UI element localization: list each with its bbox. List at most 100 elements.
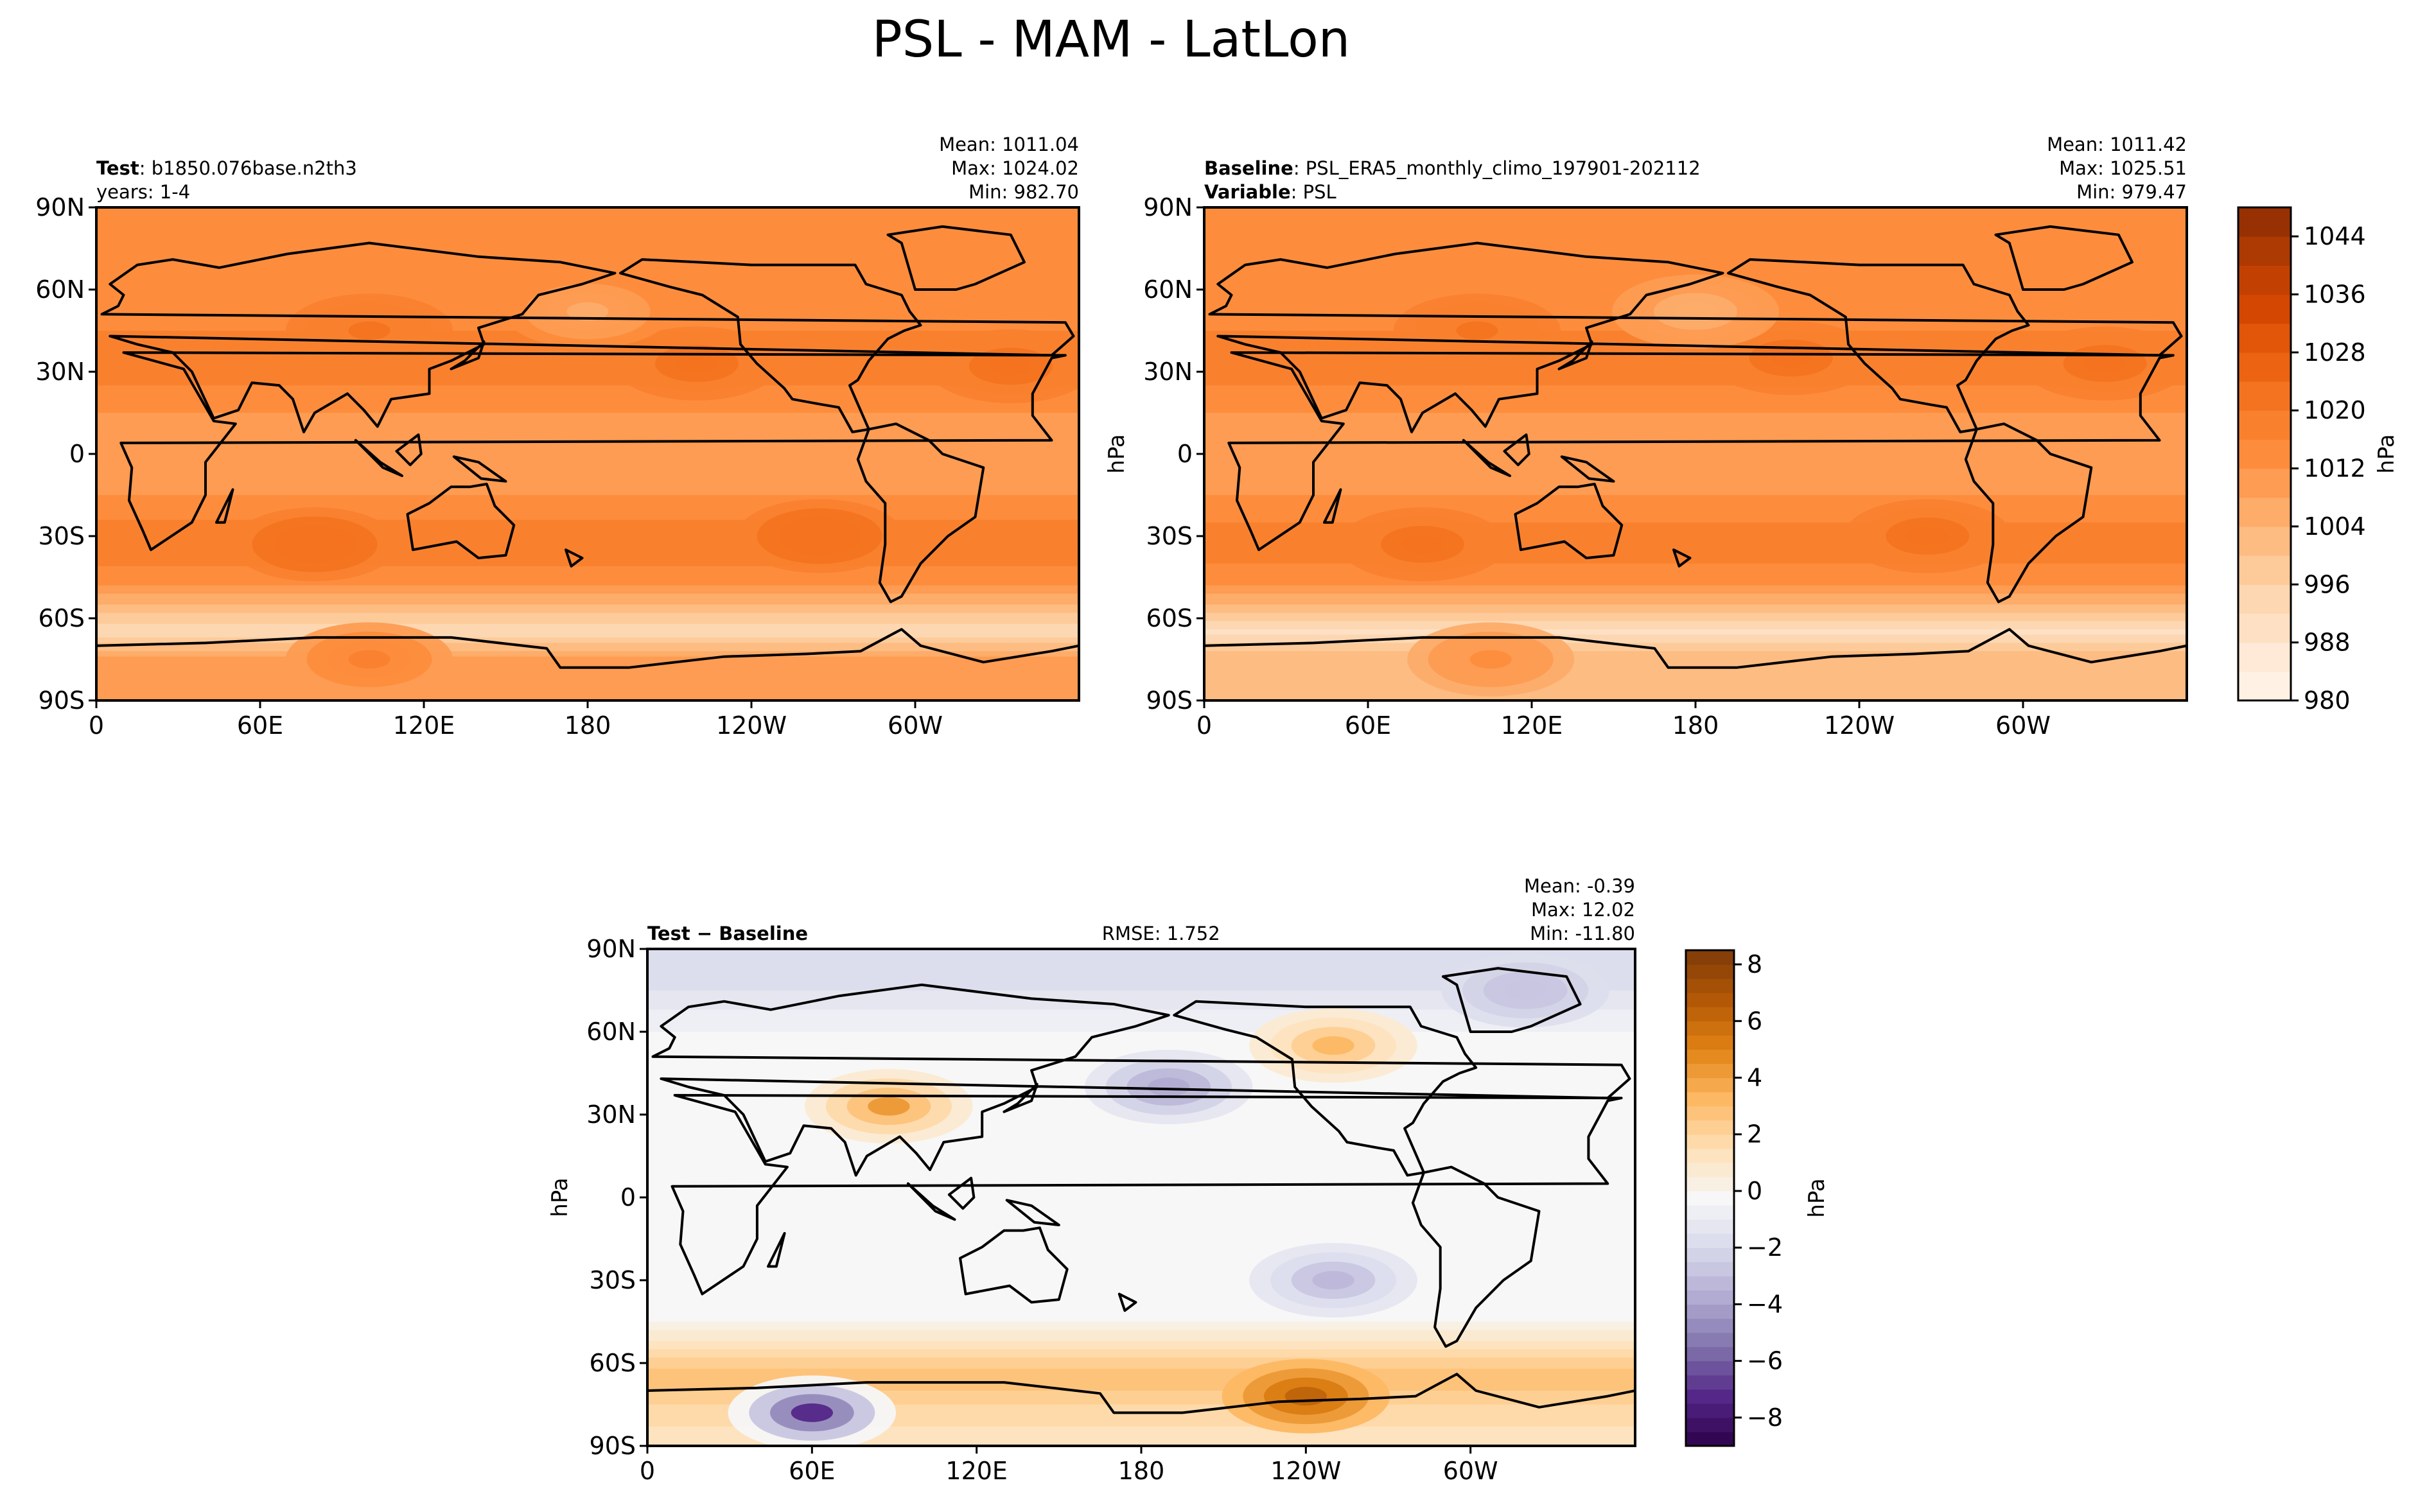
band [1204,681,2187,685]
band [647,1443,1635,1446]
band [1204,536,2187,540]
band [1204,591,2187,595]
header-text: years: 1-4 [96,181,190,203]
band [1204,360,2187,365]
colorbar-level [1686,1304,1734,1319]
band [647,1032,1635,1036]
band [1204,495,2187,499]
feature-contour [990,357,1032,376]
coastline [767,1231,786,1268]
band [647,1175,1635,1179]
lon-tick-label: 60W [888,711,943,740]
band [1204,377,2187,381]
band [96,580,1079,584]
header-rmse: RMSE: 1.752 [1102,923,1220,944]
band [96,210,1079,214]
band [647,1407,1635,1411]
coastlines [1204,225,2187,700]
panel-ylabel: hPa [1104,434,1130,473]
colorbar-level [1686,1205,1734,1220]
colorbar-frame [1685,949,1735,1447]
band [647,1438,1635,1441]
colorbar-tick-label: 996 [2304,570,2351,598]
coastlines [647,967,1635,1446]
band [647,1244,1635,1248]
band [96,431,1079,436]
feature-contour [1148,1077,1190,1097]
header-stat: Min: 982.70 [968,181,1079,203]
band [96,662,1079,666]
band [1204,369,2187,373]
feature-contour [1312,1036,1354,1056]
band [1204,418,2187,422]
coastline [1117,1292,1137,1312]
band [647,1396,1635,1400]
band [1204,251,2187,255]
band [96,670,1079,674]
band [647,979,1635,983]
band [96,522,1079,526]
band [96,366,1079,370]
band [647,996,1635,1000]
band [647,952,1635,955]
band [1204,254,2187,257]
band [1204,248,2187,252]
coastline [565,548,584,568]
band [647,1158,1635,1163]
header-stat: Max: 1025.51 [2059,157,2187,179]
band [647,1170,1635,1174]
band [647,1349,1635,1353]
band [1204,237,2187,241]
band [647,1012,1635,1016]
band [1204,678,2187,682]
band [96,519,1079,523]
band [647,1045,1635,1049]
band [647,1145,1635,1149]
colorbar-level [2238,236,2291,266]
band [96,248,1079,252]
band [1204,596,2187,600]
header-left-line: years: 1-4 [96,181,190,203]
band [96,692,1079,696]
colorbar-level [2238,497,2291,527]
band [647,984,1635,989]
colorbar-level [2238,439,2291,469]
band [96,390,1079,395]
band [647,1269,1635,1273]
feature-contour [1674,302,1717,321]
colorbar-level [1686,1403,1734,1418]
colorbar-level [2238,671,2291,701]
coastline [886,225,1026,291]
colorbar-tick-label: 8 [1747,950,1762,978]
band [647,1181,1635,1185]
header-left-line: Variable: PSL [1204,181,1336,203]
band [1204,267,2187,272]
colorbar-tick-label: 988 [2304,629,2351,657]
band [1204,390,2187,395]
band [647,1015,1635,1019]
band [647,1402,1635,1405]
header-text: : PSL [1291,181,1336,203]
band [1204,465,2187,469]
band [96,435,1079,439]
band [647,1335,1635,1339]
figure-title: PSL - MAM - LatLon [872,11,1351,69]
band [647,1167,1635,1171]
band [96,623,1079,627]
colorbar-level [2238,265,2291,295]
band [1204,435,2187,439]
band [647,1150,1635,1154]
band [1204,500,2187,504]
band [1204,552,2187,557]
band [96,604,1079,609]
coastline [1323,488,1342,524]
band [647,1404,1635,1408]
coastline [1411,1165,1541,1348]
band [1204,467,2187,471]
coastline [119,351,1067,552]
colorbar-diff: −8 −6 −4 −2 0 2 4 6 8 hPa [1685,949,1830,1447]
